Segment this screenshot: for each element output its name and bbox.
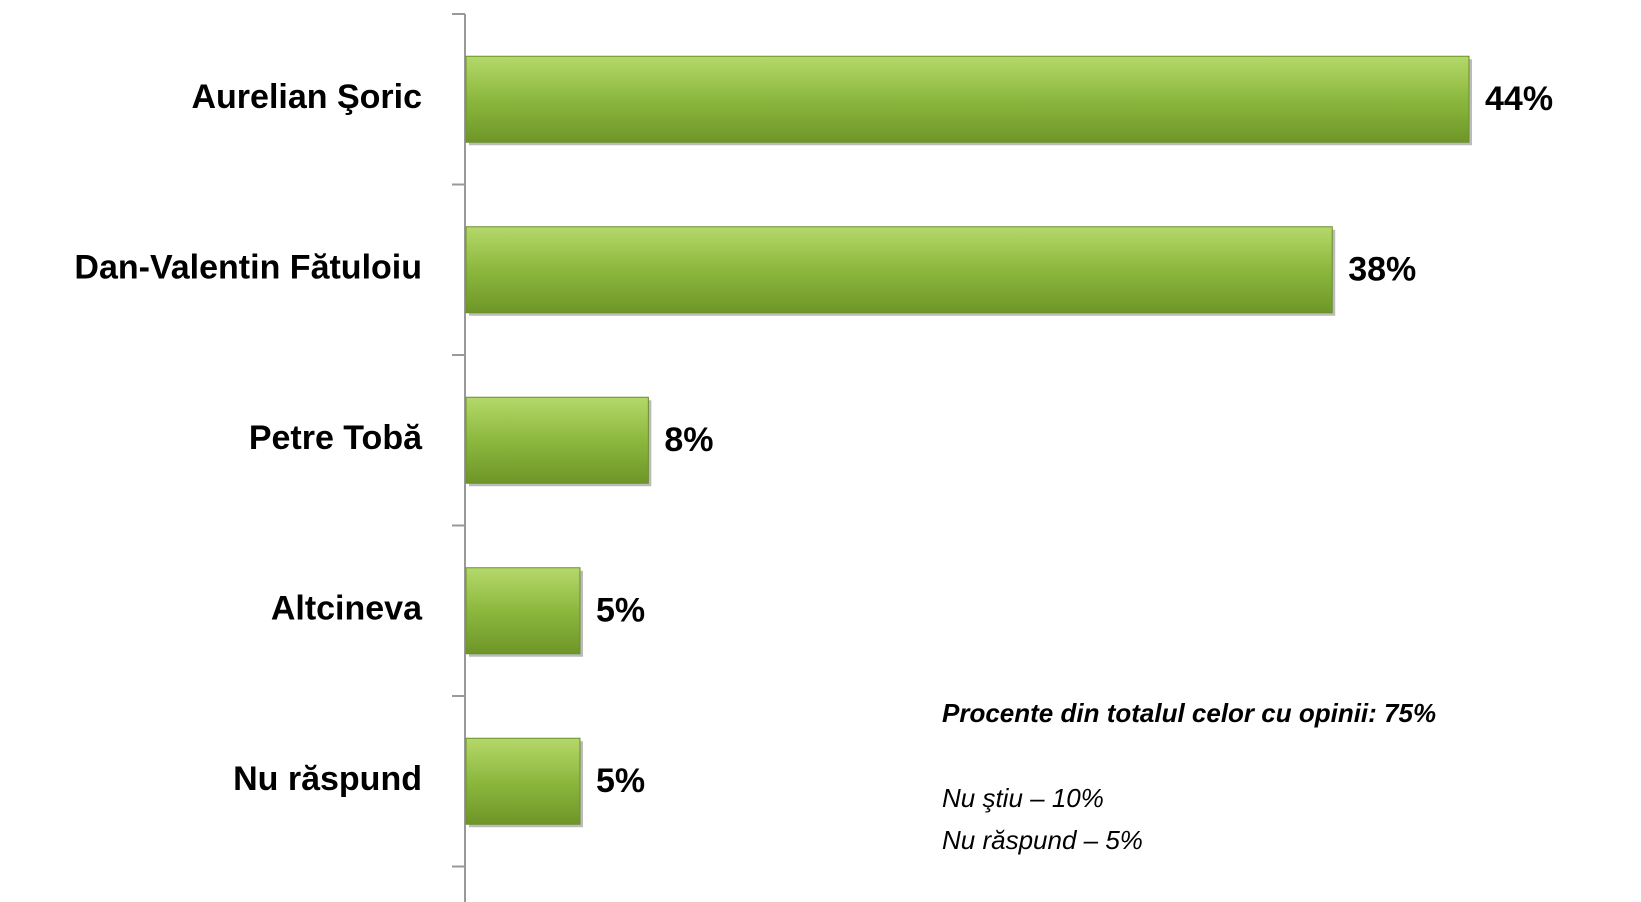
annotation: Nu ştiu – 10% — [942, 783, 1104, 813]
category-label: Petre Tobă — [249, 419, 423, 457]
bar — [465, 55, 1470, 143]
value-label: 38% — [1348, 251, 1416, 289]
category-label: Dan-Valentin Fătuloiu — [74, 249, 422, 287]
bar — [465, 226, 1333, 314]
category-label: Nu răspund — [233, 760, 422, 798]
value-label: 5% — [596, 762, 645, 800]
annotation: Procente din totalul celor cu opinii: 75… — [942, 698, 1436, 728]
value-label: 8% — [664, 421, 713, 459]
value-label: 44% — [1485, 80, 1553, 118]
annotation: Nu răspund – 5% — [942, 825, 1143, 855]
bar — [465, 737, 581, 825]
bar — [465, 396, 649, 484]
category-label: Altcineva — [271, 590, 423, 628]
bar — [465, 567, 581, 655]
category-label: Aurelian Şoric — [191, 78, 422, 116]
value-label: 5% — [596, 592, 645, 630]
